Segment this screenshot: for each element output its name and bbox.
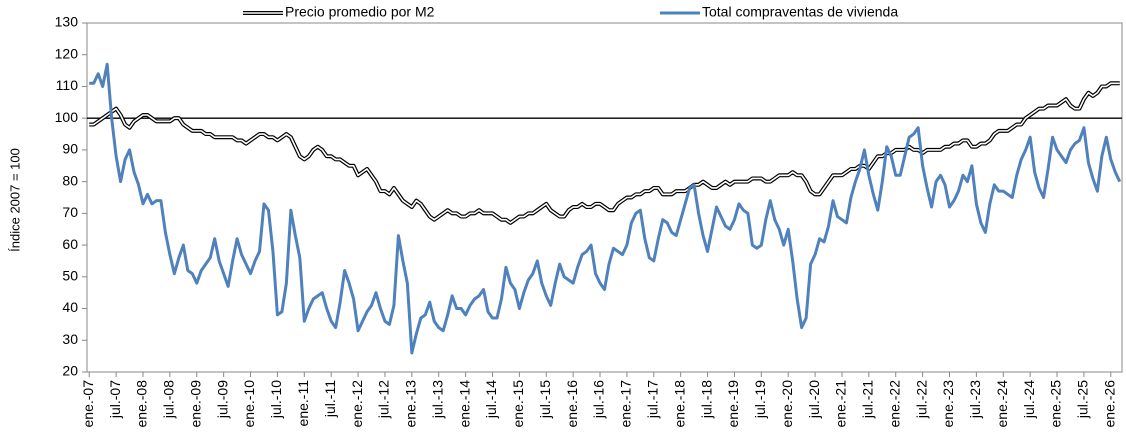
x-tick-label: jul.-14 (483, 380, 499, 419)
x-tick-label: ene.-18 (671, 380, 687, 428)
y-tick-label: 20 (62, 363, 78, 379)
x-tick-label: jul.-25 (1075, 380, 1091, 419)
x-tick-label: ene.-23 (940, 380, 956, 428)
series-line-inner (89, 82, 1120, 224)
x-tick-label: jul.-10 (268, 380, 284, 419)
y-tick-label: 70 (62, 204, 78, 220)
x-tick-label: jul.-11 (322, 380, 338, 418)
x-tick-label: ene.-09 (187, 380, 203, 428)
x-tick-label: ene.-22 (886, 380, 902, 428)
x-tick-label: jul.-22 (913, 380, 929, 419)
legend-label: Total compraventas de vivienda (702, 4, 898, 20)
x-tick-label: jul.-19 (752, 380, 768, 419)
x-tick-label: ene.-14 (456, 380, 472, 428)
x-tick-label: ene.-10 (241, 380, 257, 428)
x-tick-label: ene.-21 (833, 380, 849, 428)
x-tick-label: jul.-24 (1021, 380, 1037, 419)
y-tick-label: 30 (62, 331, 78, 347)
x-tick-label: jul.-23 (967, 380, 983, 419)
x-tick-label: ene.-13 (403, 380, 419, 428)
x-tick-label: jul.-16 (591, 380, 607, 419)
x-tick-label: ene.-17 (618, 380, 634, 428)
x-tick-label: jul.-21 (860, 380, 876, 419)
y-tick-label: 80 (62, 172, 78, 188)
x-tick-label: jul.-08 (161, 380, 177, 419)
x-tick-label: ene.-24 (994, 380, 1010, 428)
x-tick-label: ene.-20 (779, 380, 795, 428)
x-tick-label: jul.-18 (698, 380, 714, 419)
y-tick-label: 50 (62, 268, 78, 284)
x-tick-label: jul.-15 (537, 380, 553, 419)
x-tick-label: ene.-26 (1102, 380, 1118, 428)
x-tick-label: jul.-09 (214, 380, 230, 419)
plot-frame (86, 22, 1123, 373)
y-tick-label: 40 (62, 299, 78, 315)
y-tick-label: 120 (55, 45, 79, 61)
y-axis-label: Índice 2007 = 100 (7, 148, 22, 252)
x-tick-label: jul.-20 (806, 380, 822, 419)
x-tick-label: jul.-13 (429, 380, 445, 419)
x-tick-label: ene.-08 (134, 380, 150, 428)
x-tick-label: ene.-15 (510, 380, 526, 428)
y-tick-label: 100 (55, 109, 79, 125)
x-tick-label: jul.-17 (644, 380, 660, 419)
x-tick-label: ene.-25 (1048, 380, 1064, 428)
y-tick-label: 60 (62, 236, 78, 252)
x-tick-label: ene.-16 (564, 380, 580, 428)
x-tick-label: ene.-19 (725, 380, 741, 428)
legend-label: Precio promedio por M2 (285, 4, 435, 20)
x-tick-label: jul.-12 (376, 380, 392, 419)
series-line (89, 81, 1120, 225)
x-tick-label: ene.-11 (295, 380, 311, 427)
series-line (89, 62, 1122, 355)
x-tick-label: jul.-07 (107, 380, 123, 419)
x-tick-label: ene.-07 (80, 380, 96, 428)
x-tick-label: ene.-12 (349, 380, 365, 428)
y-tick-label: 90 (62, 141, 78, 157)
y-tick-label: 110 (56, 77, 79, 93)
y-tick-label: 130 (55, 14, 79, 30)
